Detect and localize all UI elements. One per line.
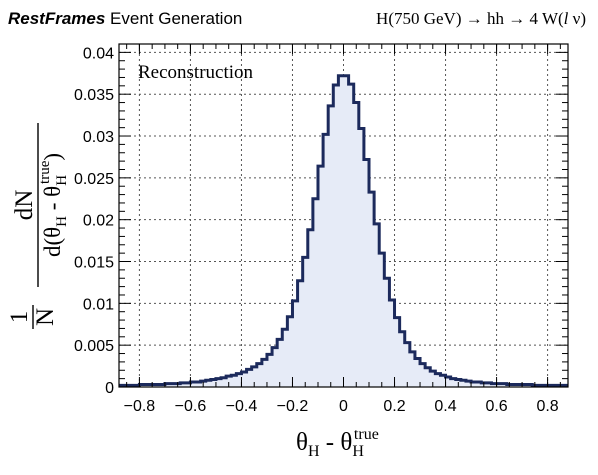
plot-area: −0.8 −0.6 −0.4 −0.2 0 0.2 0.4 0.6 0.8 0 0.005 0.01…: [74, 44, 568, 415]
x-tick-label: 0.2: [383, 398, 405, 415]
y-tick-labels: 0 0.005 0.01 0.015 0.02 0.025 0.03 0.035 0.04: [74, 45, 114, 397]
y-tick-label: 0.04: [83, 45, 114, 62]
brand-label: RestFrames: [8, 9, 105, 28]
x-tick-labels: −0.8 −0.6 −0.4 −0.2 0 0.2 0.4 0.6 0.8: [124, 398, 559, 415]
y-tick-label: 0.005: [74, 338, 114, 355]
x-tick-label: 0.4: [434, 398, 456, 415]
y-axis-title: 1 N dN d(θH - θHtrue): [6, 123, 70, 329]
svg-text:θH - θHtrue: θH - θHtrue: [296, 426, 379, 460]
x-axis-title: θH - θHtrue: [296, 426, 379, 460]
process-label: H(750 GeV) → hh → 4 W(l ν): [376, 9, 586, 28]
x-tick-label: −0.2: [277, 398, 309, 415]
subtitle-label: Event Generation: [105, 9, 242, 28]
x-tick-label: −0.8: [124, 398, 156, 415]
svg-text:1: 1: [6, 311, 33, 324]
x-tick-label: 0.6: [485, 398, 507, 415]
annotation-reconstruction: Reconstruction: [138, 62, 254, 83]
x-tick-label: −0.4: [226, 398, 258, 415]
svg-text:dN: dN: [11, 190, 38, 221]
x-tick-label: 0.8: [536, 398, 558, 415]
x-tick-label: 0: [339, 398, 348, 415]
y-tick-label: 0.03: [83, 129, 114, 146]
x-tick-label: −0.6: [175, 398, 207, 415]
y-tick-label: 0.015: [74, 255, 114, 272]
y-tick-label: 0.035: [74, 87, 114, 104]
header-left: RestFrames Event Generation: [8, 9, 242, 28]
svg-text:d(θH - θHtrue): d(θH - θHtrue): [37, 153, 70, 257]
y-tick-label: 0.02: [83, 213, 114, 230]
y-tick-label: 0: [105, 380, 114, 397]
y-tick-label: 0.01: [83, 296, 114, 313]
svg-text:N: N: [32, 308, 59, 326]
y-tick-label: 0.025: [74, 171, 114, 188]
